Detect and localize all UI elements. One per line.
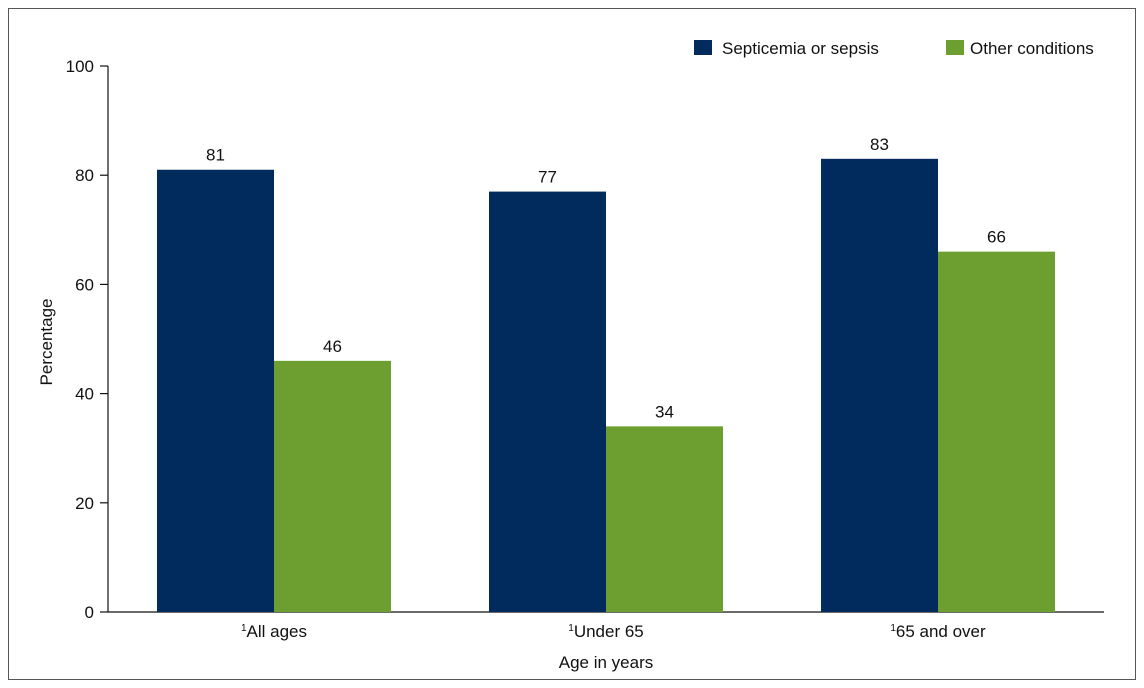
bar xyxy=(274,360,391,612)
bar xyxy=(489,191,606,612)
legend-label: Other conditions xyxy=(970,39,1094,58)
y-tick-label: 100 xyxy=(66,57,94,76)
footnote-marker: 1 xyxy=(568,623,574,634)
bar-value-label: 77 xyxy=(538,168,557,187)
category-label: 65 and over xyxy=(896,622,986,641)
legend-swatch xyxy=(694,40,712,55)
y-tick-label: 40 xyxy=(75,385,94,404)
bar xyxy=(938,251,1055,612)
y-axis-title: Percentage xyxy=(37,299,56,386)
legend-swatch xyxy=(946,40,964,55)
category-label: All ages xyxy=(247,622,307,641)
y-axis: 0 20 40 60 80 100 xyxy=(66,57,109,622)
bar xyxy=(821,158,938,612)
bar xyxy=(606,426,723,612)
bar-value-label: 81 xyxy=(206,146,225,165)
bar-value-label: 46 xyxy=(323,337,342,356)
x-axis: 1All ages 1Under 65 165 and over xyxy=(108,611,1104,641)
y-tick-label: 60 xyxy=(75,275,94,294)
footnote-marker: 1 xyxy=(241,623,247,634)
bar-value-label: 66 xyxy=(987,228,1006,247)
y-tick-label: 20 xyxy=(75,494,94,513)
y-tick-label: 0 xyxy=(85,603,94,622)
bar-value-label: 83 xyxy=(870,135,889,154)
x-axis-title: Age in years xyxy=(559,653,654,672)
x-tick-label: 1All ages xyxy=(241,622,307,641)
footnote-marker: 1 xyxy=(890,623,896,634)
bar xyxy=(157,169,274,613)
category-label: Under 65 xyxy=(574,622,644,641)
legend: Septicemia or sepsis Other conditions xyxy=(694,39,1094,58)
bars: 81 46 77 34 83 66 xyxy=(157,135,1055,613)
x-tick-label: 1Under 65 xyxy=(568,622,644,641)
legend-label: Septicemia or sepsis xyxy=(722,39,879,58)
x-tick-label: 165 and over xyxy=(890,622,986,641)
y-tick-label: 80 xyxy=(75,166,94,185)
bar-value-label: 34 xyxy=(655,402,674,421)
